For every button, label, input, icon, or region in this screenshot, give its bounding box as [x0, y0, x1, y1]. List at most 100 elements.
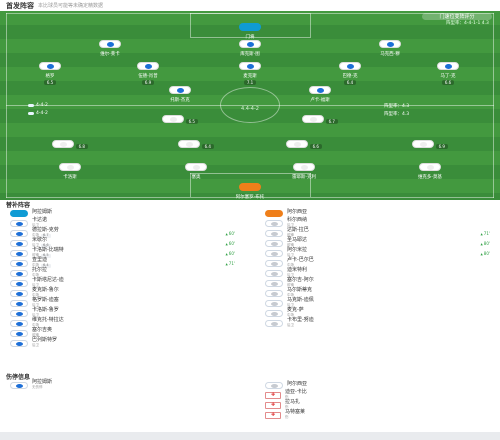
player-away-10[interactable]: 维克多-莫基	[400, 163, 460, 180]
player-name: 达斯-拉巴	[287, 227, 309, 234]
player-home-9[interactable]: 托斯-杰克	[150, 86, 210, 103]
shirt-icon	[10, 309, 28, 317]
rating-toggle[interactable]: 门速位变阵评分	[422, 13, 492, 20]
sub-text: 卡达诺 后卫	[32, 218, 47, 228]
sub-item[interactable]: 科尔西纳 后卫	[255, 218, 500, 228]
injury-item[interactable]: 阿拉姆斯 无伤停	[0, 380, 245, 390]
sub-text: 马尔斯蒂克 中场	[287, 288, 312, 298]
shirt-icon	[10, 381, 28, 389]
player-away-6[interactable]: 6.9	[400, 140, 460, 150]
player-home-7[interactable]: 巴德-克 6.4	[320, 62, 380, 86]
player-position: 后卫	[287, 253, 294, 258]
player-away-1[interactable]: 6.5	[150, 115, 210, 125]
sub-item[interactable]: 卡达诺 后卫	[0, 218, 245, 228]
shirt-icon	[265, 269, 283, 277]
sub-item[interactable]: 阿尔西亚	[255, 208, 500, 218]
player-name: 阿尔西亚	[287, 381, 308, 387]
player-away-2[interactable]: 6.7	[290, 115, 350, 125]
sub-text: 迪米特利 后卫	[287, 268, 307, 278]
sub-item[interactable]: 塞尔吉-阿尔 前锋	[255, 278, 500, 288]
sub-text: 维克托-特拉达 中场	[32, 318, 64, 328]
player-away-4[interactable]: 6.4	[166, 140, 226, 150]
shirt-icon	[265, 289, 283, 297]
player-home-6[interactable]: 麦克斯 7.1	[220, 62, 280, 86]
home-formation-label: 阵型率：4-4-1-1 4.3	[446, 21, 489, 26]
player-home-2[interactable]: 库克斯-图	[220, 40, 280, 57]
player-home-1[interactable]: 维尔-莱卡	[80, 40, 140, 57]
shirt-icon	[265, 309, 283, 317]
sub-item[interactable]: 卢卡-巴尔巴 中场	[255, 258, 500, 268]
player-away-8[interactable]: 塞奥	[166, 163, 226, 180]
player-away-gk[interactable]: 阿尔塞罗-布托	[220, 183, 280, 200]
shirt-icon	[10, 259, 28, 267]
sub-item[interactable]: 卡洛斯-鲁罗 后卫	[0, 308, 245, 318]
sub-item[interactable]: 阿拉姆斯	[0, 208, 245, 218]
sub-item[interactable]: 卡斯塔尼达-迪 后卫	[0, 278, 245, 288]
sub-item[interactable]: 塞尔吉奥 前锋	[0, 328, 245, 338]
sub-item[interactable]: 格罗斯-迪塞 后卫	[0, 298, 245, 308]
player-away-9[interactable]: 雷耶斯-克利	[274, 163, 334, 180]
player-home-3[interactable]: 马克西-穆	[360, 40, 420, 57]
shirt-icon	[437, 62, 459, 70]
player-position: 中场	[32, 323, 39, 328]
sub-item[interactable]: 马尔斯蒂克 中场	[255, 288, 500, 298]
sub-item[interactable]: 托尔拉 中场	[0, 268, 245, 278]
player-home-8[interactable]: 马丁-克 6.6	[418, 62, 478, 86]
shirt-icon	[412, 140, 435, 148]
player-home-5[interactable]: 伍德-肖普 6.9	[118, 62, 178, 86]
shirt-icon	[265, 381, 283, 389]
shirt-icon	[265, 209, 283, 217]
player-name: 圣马耶达	[287, 237, 308, 244]
player-name: 马尔斯蒂克	[287, 287, 313, 294]
player-home-10[interactable]: 卢卡-福斯	[290, 86, 350, 103]
sub-text: 达斯-拉巴 前锋	[287, 228, 309, 238]
player-name: 米歇尔	[32, 237, 48, 244]
sub-item[interactable]: 马克斯-迪佩 后卫	[255, 298, 500, 308]
sub-item[interactable]: 卡布里-努迪 后卫	[255, 318, 500, 328]
player-name: 托尔拉	[32, 267, 48, 274]
sub-item[interactable]: 巴列斯特罗 后卫	[0, 338, 245, 348]
player-position: 后卫	[32, 313, 39, 318]
player-away-5[interactable]: 6.6	[274, 140, 334, 150]
sub-text: 格罗斯-迪塞 后卫	[32, 298, 59, 308]
player-position: 中场	[287, 313, 294, 318]
injury-item[interactable]: 迪亚-卡比伤	[255, 390, 500, 400]
player-position: 伤	[285, 405, 289, 410]
sub-item[interactable]: 迪米特利 后卫	[255, 268, 500, 278]
sub-time: 60'	[225, 241, 235, 246]
shirt-icon	[59, 163, 81, 171]
player-away-7[interactable]: 卡洛斯	[40, 163, 100, 180]
mid-formation-label: 4.4-4-2	[241, 106, 259, 112]
shirt-icon	[293, 163, 315, 171]
player-home-gk[interactable]: 门将	[220, 23, 280, 40]
sub-item[interactable]: 维克托-特拉达 中场	[0, 318, 245, 328]
injury-cross-icon	[265, 411, 281, 419]
shirt-icon	[265, 259, 283, 267]
player-name: 阿尔西亚	[287, 209, 308, 215]
injury-item[interactable]: 阿尔西亚	[255, 380, 500, 390]
injury-cross-icon	[265, 401, 281, 409]
sub-item[interactable]: 麦克斯-鲁尔 中场	[0, 288, 245, 298]
sub-item[interactable]: 麦克-萨 中场	[255, 308, 500, 318]
player-away-3[interactable]: 6.8	[40, 140, 100, 150]
sub-text: 阿拉姆斯 无伤停	[32, 380, 52, 390]
shirt-icon	[265, 219, 283, 227]
player-position: 前锋	[287, 243, 294, 248]
sub-time: 80'	[480, 251, 490, 256]
player-position: 后卫 6.6	[32, 243, 51, 248]
shirt-icon	[52, 140, 75, 148]
sub-text: 查里迪 中场 6.4	[32, 258, 51, 268]
shirt-icon	[265, 299, 283, 307]
player-home-4[interactable]: 格罗 6.5	[20, 62, 80, 86]
shirt-icon	[169, 86, 191, 94]
home-team-row: 4-4-2	[28, 103, 48, 108]
